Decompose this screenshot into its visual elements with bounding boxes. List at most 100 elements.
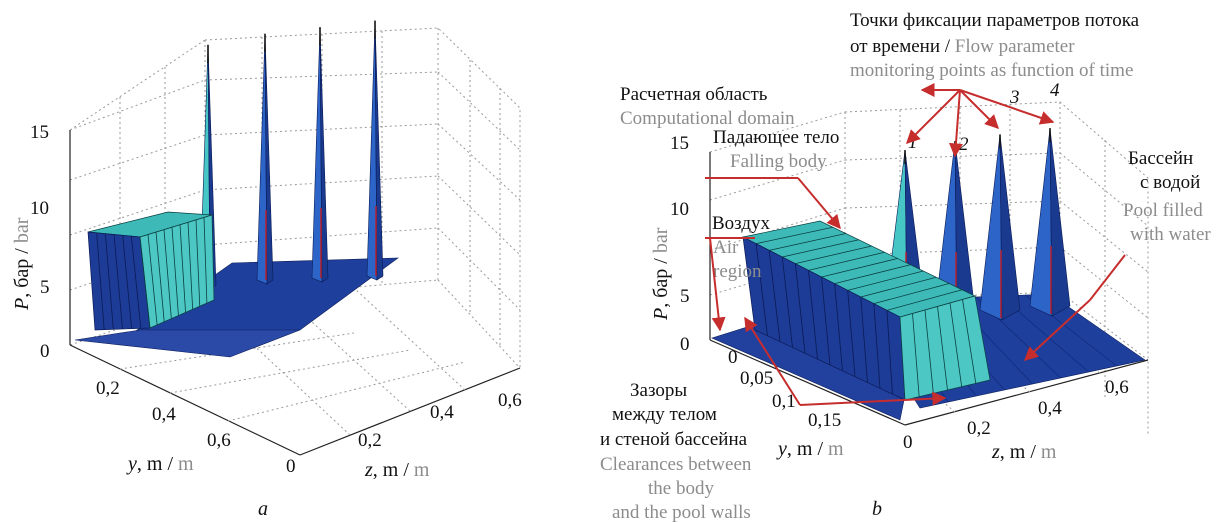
body-facet-line	[795, 245, 872, 265]
body-facet-line	[203, 217, 208, 304]
body-facet-line	[113, 234, 123, 330]
panel-a-xlabel: z, m / m	[364, 459, 430, 481]
arrow-air-b	[709, 237, 726, 332]
panel-b-x-ticks: 0 0,2 0,4 0,6	[903, 377, 1129, 453]
body-facet-line	[873, 303, 881, 389]
pool-label-ru-1: Бассейн	[1128, 148, 1193, 169]
arrow-clear-2	[799, 391, 947, 406]
panel-b-z-ticks: 0 5 10 15	[670, 133, 690, 355]
body-facet-line	[912, 313, 920, 397]
y-tick: 0,4	[152, 404, 176, 425]
body-facet-line	[781, 256, 793, 348]
body-facet-line	[130, 236, 142, 329]
domain-label-en: Computational domain	[620, 108, 795, 129]
clear-label-en-2: the body	[648, 478, 714, 499]
annotation-arrows	[705, 83, 1126, 406]
point-label-4: 4	[1050, 80, 1060, 101]
pressure-spike-shadow	[1049, 128, 1071, 317]
clear-label-en-3: and the pool walls	[612, 502, 751, 522]
body-facet-line	[808, 251, 885, 271]
x-tick: 0,6	[498, 390, 522, 411]
arrow-pool-b	[1023, 299, 1091, 361]
arrow-monitoring-2	[948, 89, 963, 158]
body-facet-line	[155, 232, 165, 322]
body-facet-line	[924, 309, 934, 394]
panel-a-ylabel: y, m / m	[126, 453, 194, 475]
body-facet-line	[122, 235, 133, 329]
pool-label-ru-2: с водой	[1140, 172, 1200, 193]
body-facet-line	[755, 243, 768, 336]
panel-b-xlabel: z, m / m	[991, 441, 1057, 463]
arrow-monitoring-3	[959, 89, 999, 129]
body-label-en: Falling body	[730, 151, 827, 172]
body-facet-line	[163, 229, 172, 319]
z-tick: 5	[680, 286, 690, 307]
arrow-monitoring-4	[959, 89, 1055, 125]
y-tick: 0,1	[772, 391, 796, 412]
body-facet-line	[769, 233, 846, 251]
y-tick: 0	[728, 347, 738, 368]
x-tick: 0,6	[1105, 377, 1129, 398]
air-label-en-1: Air	[713, 237, 739, 258]
x-tick: 0	[286, 456, 296, 477]
body-facet-line	[962, 299, 977, 384]
z-tick: 15	[670, 133, 689, 154]
monitoring-label-en: monitoring points as function of time	[850, 60, 1133, 81]
body-facet-line	[937, 306, 948, 391]
z-tick: 0	[680, 334, 690, 355]
z-tick: 15	[30, 122, 49, 143]
panel-b-y-ticks: 0 0,05 0,1 0,15	[728, 347, 841, 431]
panel-b-annotations: Точки фиксации параметров потока от врем…	[600, 10, 1211, 522]
panel-a-zlabel: P, бар / bar	[11, 217, 33, 311]
body-facet-line	[104, 233, 114, 330]
z-tick: 0	[40, 341, 50, 362]
pressure-spike-shadow	[374, 20, 384, 281]
z-tick: 10	[30, 198, 49, 219]
body-facet-line	[139, 236, 151, 329]
panel-a-z-ticks: 0 5 10 15	[30, 122, 50, 362]
panel-b-ylabel: y, m / m	[776, 438, 844, 460]
point-label-3: 3	[1009, 87, 1020, 108]
body-facet-line	[847, 270, 924, 291]
panel-b-falling-body	[741, 220, 991, 401]
body-facet-line	[187, 222, 194, 310]
body-facet-line	[179, 224, 186, 313]
body-facet-line	[808, 270, 818, 360]
body-facet-line	[949, 302, 963, 387]
air-label-ru: Воздух	[712, 213, 771, 234]
body-facet-line	[834, 283, 843, 371]
body-facet-line	[873, 283, 950, 305]
monitoring-label-line2: от времени / Flow parameter	[850, 36, 1075, 57]
y-tick: 0,05	[740, 368, 773, 389]
body-label-ru: Падающее тело	[713, 127, 839, 148]
x-tick: 0,2	[358, 430, 382, 451]
panel-a-y-ticks: 0,2 0,4 0,6	[96, 378, 231, 451]
clear-label-en-1: Clearances between	[600, 454, 752, 475]
pressure-spike	[979, 134, 1003, 321]
pressure-spike-shadow	[264, 33, 274, 285]
panel-a-falling-body	[87, 211, 215, 331]
clear-label-ru-1: Зазоры	[630, 380, 687, 401]
panel-b: 0 5 10 15 0 0,05 0,1 0,15 0 0,2 0,4 0,6 …	[600, 10, 1211, 522]
z-tick: 5	[40, 277, 50, 298]
z-tick: 10	[670, 199, 689, 220]
arrow-pool-a	[1089, 254, 1126, 301]
body-facet-line	[821, 276, 831, 366]
arrow-body-b	[797, 177, 841, 230]
body-facet-line	[768, 250, 781, 342]
body-facet-line	[860, 276, 937, 298]
point-label-2: 2	[959, 134, 969, 155]
body-facet-line	[834, 264, 911, 285]
body-facet-line	[755, 226, 834, 245]
panel-a: 0 5 10 15 0,2 0,4 0,6 0 0,2 0,4 0,6 P, б…	[11, 20, 522, 520]
panel-a-pool-front	[74, 329, 301, 358]
body-facet-line	[794, 263, 806, 354]
body-facet-line	[782, 239, 859, 258]
body-facet-line	[860, 296, 868, 383]
panel-a-spikes	[199, 20, 384, 290]
x-tick: 0	[903, 432, 913, 453]
air-label-en-2: region	[713, 261, 762, 282]
y-tick: 0,2	[96, 378, 120, 399]
pressure-spike-shadow	[999, 134, 1021, 321]
